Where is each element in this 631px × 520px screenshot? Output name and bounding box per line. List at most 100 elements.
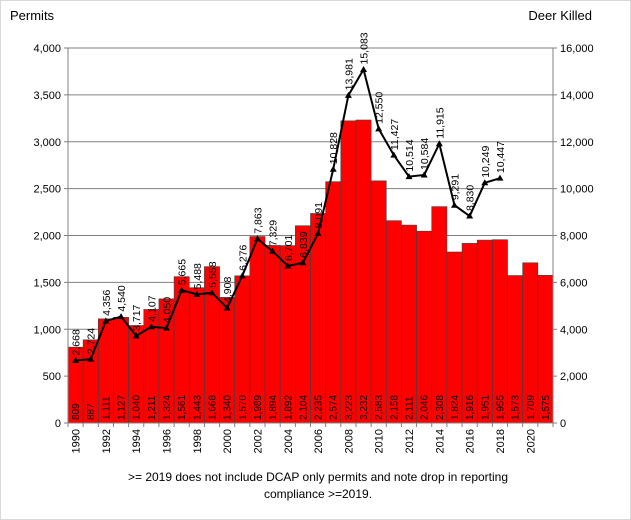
left-axis-ticks: 0 500 1,000 1,500 2,000 2,500 3,000 3,500 4,000 (33, 43, 68, 430)
deer-killed-point (375, 125, 383, 132)
permit-bar (370, 180, 387, 424)
line-value-label: 5,558 (207, 261, 219, 287)
line-value-label: 5,665 (177, 259, 189, 285)
deer-killed-point (132, 332, 140, 339)
bar-value-label: 3,232 (359, 395, 370, 420)
permit-bars (67, 119, 554, 424)
x-tick-label: 1994 (131, 429, 143, 453)
deer-killed-point (72, 356, 80, 363)
x-axis-ticks: 1990 1992 1994 1996 1998 2000 2002 2004 2006 2008… (67, 423, 554, 453)
bar-value-label: 1,668 (207, 395, 218, 420)
line-value-label: 12,550 (374, 92, 386, 124)
deer-killed-point (314, 229, 322, 236)
x-tick-label: 1992 (101, 429, 113, 453)
deer-killed-point (496, 174, 504, 181)
deer-killed-point (420, 171, 428, 178)
left-tick-label: 3,000 (33, 137, 61, 149)
bar-value-label: 1,989 (253, 395, 264, 420)
deer-killed-point (269, 247, 277, 254)
bar-value-label: 1,040 (132, 395, 143, 420)
right-tick-label: 2,000 (560, 371, 588, 383)
x-tick-label: 2006 (313, 429, 325, 453)
line-value-label: 5,488 (192, 263, 204, 289)
line-value-label: 4,107 (146, 295, 158, 321)
line-value-label: 10,514 (404, 139, 416, 171)
line-value-label: 8,091 (313, 202, 325, 228)
bar-value-label: 2,574 (329, 395, 340, 420)
deer-killed-point (147, 323, 155, 330)
bar-value-label: 1,892 (283, 395, 294, 420)
x-tick-label: 2008 (343, 429, 355, 453)
bar-value-label: 2,046 (420, 395, 431, 420)
bar-value-label: 1,955 (495, 395, 506, 420)
deer-killed-point (481, 179, 489, 186)
permit-bar (431, 206, 448, 424)
deer-killed-point (87, 355, 95, 362)
bar-value-label: 1,573 (511, 395, 522, 420)
line-value-label: 10,828 (328, 132, 340, 164)
deer-killed-point (223, 304, 231, 311)
right-tick-label: 6,000 (560, 277, 588, 289)
line-value-label: 8,830 (465, 185, 477, 211)
deer-killed-point (466, 212, 474, 219)
bar-value-label: 1,894 (268, 395, 279, 420)
x-tick-label: 2000 (222, 429, 234, 453)
x-tick-label: 1998 (192, 429, 204, 453)
deer-killed-point (163, 324, 171, 331)
line-value-label: 11,915 (434, 107, 446, 138)
bar-value-label: 1,340 (223, 395, 234, 420)
left-axis-title: Permits (10, 8, 55, 23)
deer-killed-point (390, 151, 398, 158)
right-tick-label: 12,000 (560, 137, 594, 149)
bar-value-label: 1,709 (526, 395, 537, 420)
bar-value-labels: 809 887 1,111 1,127 1,040 1,211 1,324 1,561 1,44… (71, 395, 552, 420)
line-value-label: 4,356 (101, 289, 113, 315)
bar-value-label: 887 (86, 403, 97, 420)
line-value-label: 13,981 (343, 58, 355, 90)
bar-value-label: 1,561 (177, 395, 188, 420)
line-value-label: 9,291 (449, 174, 461, 200)
deer-killed-point (360, 65, 368, 72)
bar-value-label: 1,916 (465, 395, 476, 420)
deer-killed-point (117, 313, 125, 320)
bar-value-label: 809 (71, 403, 82, 420)
permit-bar (416, 230, 433, 424)
left-tick-label: 4,000 (33, 43, 61, 55)
right-axis-title: Deer Killed (528, 8, 592, 23)
deer-killed-point (208, 289, 216, 296)
bar-value-label: 1,575 (541, 395, 552, 420)
left-tick-label: 2,500 (33, 184, 61, 196)
bar-value-label: 1,570 (238, 395, 249, 420)
x-tick-label: 2002 (252, 429, 264, 453)
x-tick-label: 2004 (283, 429, 295, 453)
deer-killed-line (72, 65, 504, 363)
line-value-label: 2,668 (71, 329, 83, 355)
line-value-label: 10,584 (419, 138, 431, 170)
right-tick-label: 14,000 (560, 90, 594, 102)
deer-killed-point (344, 91, 352, 98)
line-value-label: 6,701 (283, 235, 295, 261)
bar-value-label: 2,308 (435, 395, 446, 420)
right-tick-label: 4,000 (560, 324, 588, 336)
x-tick-label: 2018 (495, 429, 507, 453)
line-value-label: 15,083 (359, 32, 371, 64)
x-tick-label: 2010 (374, 429, 386, 453)
bar-value-label: 1,127 (117, 395, 128, 420)
deer-killed-point (253, 235, 261, 242)
left-tick-label: 0 (55, 418, 61, 430)
bar-value-label: 1,324 (162, 395, 173, 420)
left-tick-label: 3,500 (33, 90, 61, 102)
permit-bar (401, 224, 417, 424)
bar-value-label: 3,223 (344, 395, 355, 420)
bar-value-label: 2,583 (374, 395, 385, 420)
deer-killed-point (435, 140, 443, 147)
line-value-label: 4,908 (222, 277, 234, 303)
bar-value-label: 2,235 (314, 395, 325, 420)
bar-value-label: 1,951 (480, 395, 491, 420)
right-tick-label: 0 (560, 418, 566, 430)
deer-killed-point (178, 286, 186, 293)
line-value-label: 4,050 (162, 297, 174, 323)
x-tick-label: 2012 (404, 429, 416, 453)
right-axis-ticks: 0 2,000 4,000 6,000 8,000 10,000 12,000 14,000 1… (553, 43, 594, 430)
right-tick-label: 16,000 (560, 43, 594, 55)
